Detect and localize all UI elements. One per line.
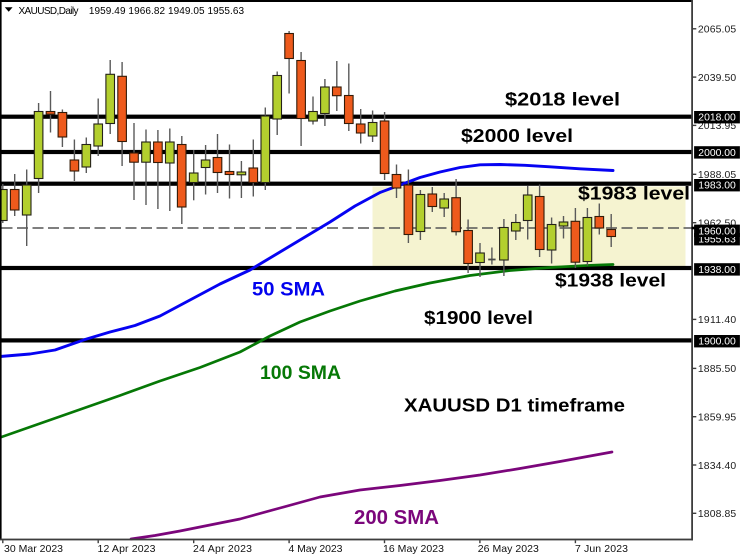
svg-text:1983.00: 1983.00 — [698, 181, 736, 192]
svg-text:12 Apr 2023: 12 Apr 2023 — [98, 543, 156, 555]
svg-text:2013.95: 2013.95 — [698, 121, 737, 132]
svg-text:1885.50: 1885.50 — [698, 364, 737, 375]
svg-text:50 SMA: 50 SMA — [252, 280, 325, 301]
svg-text:1960.00: 1960.00 — [698, 226, 736, 237]
svg-text:100 SMA: 100 SMA — [260, 362, 341, 384]
svg-text:1859.95: 1859.95 — [698, 413, 737, 424]
svg-text:2000.00: 2000.00 — [698, 148, 736, 159]
svg-text:1808.85: 1808.85 — [698, 509, 737, 520]
svg-text:26 May 2023: 26 May 2023 — [478, 543, 539, 555]
svg-text:24 Apr 2023: 24 Apr 2023 — [193, 543, 252, 555]
svg-text:XAUUSD,Daily: XAUUSD,Daily — [19, 6, 79, 17]
svg-text:1911.40: 1911.40 — [698, 315, 737, 326]
svg-text:16 May 2023: 16 May 2023 — [383, 543, 444, 555]
svg-text:$1938 level: $1938 level — [555, 271, 666, 291]
svg-text:1962.50: 1962.50 — [698, 219, 737, 230]
svg-text:200 SMA: 200 SMA — [354, 506, 439, 529]
svg-text:2039.50: 2039.50 — [698, 73, 737, 84]
svg-text:$2018 level: $2018 level — [505, 90, 620, 110]
svg-text:1938.00: 1938.00 — [698, 265, 736, 276]
svg-text:1834.40: 1834.40 — [698, 461, 737, 472]
svg-text:4 May 2023: 4 May 2023 — [289, 543, 343, 555]
svg-text:2065.05: 2065.05 — [698, 25, 737, 36]
svg-text:30 Mar 2023: 30 Mar 2023 — [4, 543, 63, 555]
svg-text:$1983 level: $1983 level — [578, 184, 690, 204]
svg-text:1900.00: 1900.00 — [698, 337, 736, 348]
svg-text:1988.05: 1988.05 — [698, 170, 737, 181]
svg-text:2018.00: 2018.00 — [698, 113, 736, 124]
svg-text:XAUUSD D1 timeframe: XAUUSD D1 timeframe — [404, 396, 625, 416]
svg-text:$2000 level: $2000 level — [461, 126, 573, 146]
svg-text:$1900 level: $1900 level — [424, 308, 533, 328]
svg-text:7 Jun 2023: 7 Jun 2023 — [575, 543, 628, 555]
svg-text:1955.63: 1955.63 — [698, 235, 736, 246]
svg-text:1959.49 1966.82 1949.05 1955.6: 1959.49 1966.82 1949.05 1955.63 — [89, 6, 245, 17]
